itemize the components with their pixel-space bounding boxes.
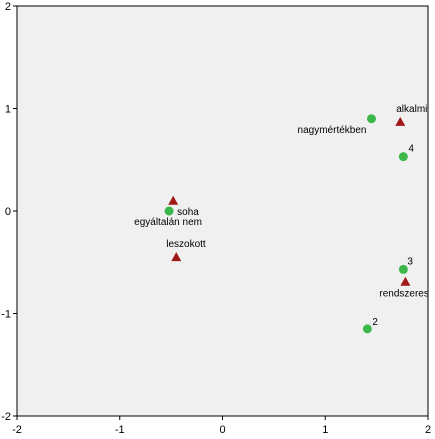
- triangle-marker: [400, 276, 411, 286]
- x-tick-label: 2: [425, 424, 431, 436]
- point-label: 3: [407, 256, 413, 267]
- point-label: soha: [177, 207, 199, 218]
- point-marker: [362, 324, 372, 334]
- x-tick-label: -1: [115, 424, 125, 436]
- triangle-marker: [395, 116, 406, 126]
- point-label: leszokott: [166, 239, 206, 250]
- point-label: nagymértékben: [298, 125, 367, 136]
- triangle-marker: [171, 252, 182, 262]
- y-tick-label: 2: [5, 1, 11, 13]
- point-label: 2: [372, 317, 378, 328]
- point-labels: nagymértékben 4 egyáltalán nem 3 2 alkalmi soh…: [134, 104, 429, 328]
- point-label: rendszeres: [379, 289, 428, 300]
- y-tick-label: -2: [1, 411, 11, 423]
- point-label: alkalmi: [396, 104, 427, 115]
- point-marker: [398, 152, 408, 162]
- y-tick-label: 0: [5, 206, 11, 218]
- data-marks: [164, 114, 411, 334]
- y-tick-label: 1: [5, 104, 11, 116]
- point-label: 4: [408, 144, 414, 155]
- point-marker: [164, 206, 174, 216]
- x-tick-label: 0: [219, 424, 225, 436]
- point-label: egyáltalán nem: [134, 217, 202, 228]
- plot-area: [16, 5, 429, 417]
- point-marker: [366, 114, 376, 124]
- point-marker: [398, 264, 408, 274]
- y-tick-label: -1: [1, 309, 11, 321]
- axes: -2 -1 0 1 2 -2 -1 0 1 2: [1, 1, 431, 436]
- x-tick-label: -2: [12, 424, 22, 436]
- x-tick-label: 1: [322, 424, 328, 436]
- triangle-marker: [168, 195, 179, 205]
